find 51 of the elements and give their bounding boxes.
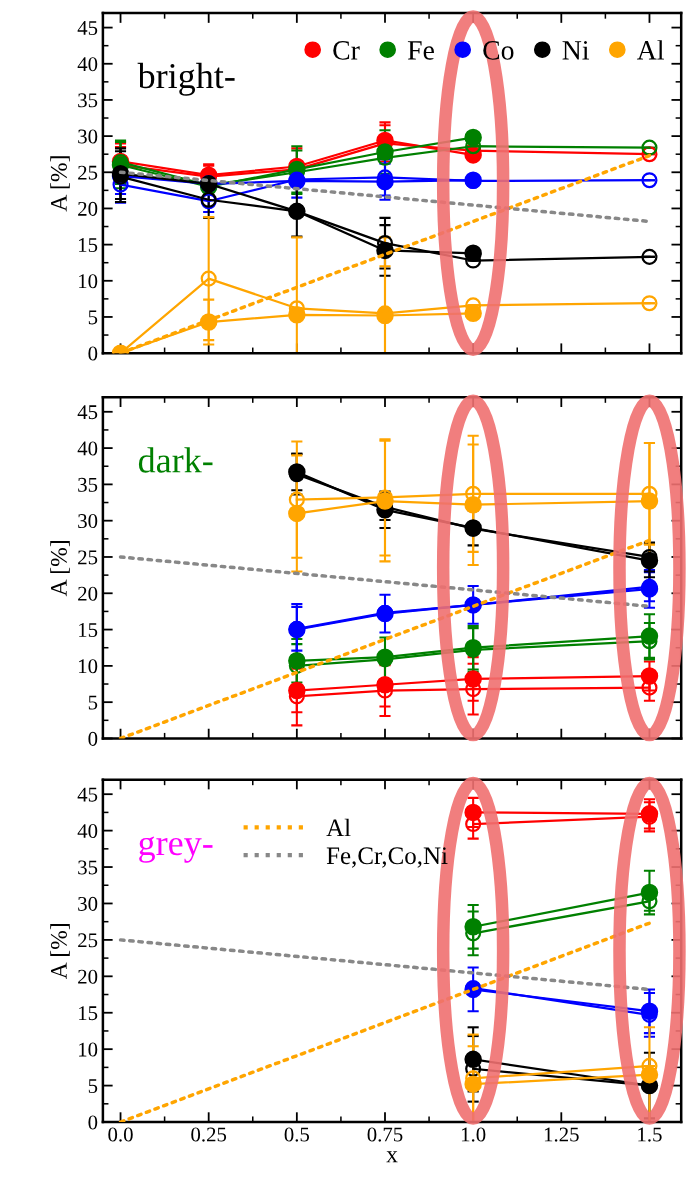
legend-label: Cr — [333, 41, 360, 60]
y-tick-label: 45 — [77, 21, 98, 36]
legend-label: Co — [483, 41, 514, 60]
x-axis-title: x — [386, 1151, 398, 1163]
y-tick-label: 25 — [78, 933, 98, 948]
annotation: bright- — [137, 62, 235, 96]
y-tick-label: 10 — [79, 1042, 98, 1057]
y-axis-title: A [%] — [50, 924, 70, 980]
legend-label: Fe,Cr,Co,Ni — [326, 847, 448, 868]
y-tick-label: 0 — [88, 346, 98, 361]
y-tick-label: 10 — [79, 274, 98, 289]
x-tick-label: 1.25 — [544, 1127, 579, 1142]
x-tick-label: 0.0 — [108, 1127, 133, 1142]
y-tick-label: 45 — [77, 787, 98, 802]
y-tick-label: 5 — [88, 695, 98, 710]
y-tick-label: 25 — [78, 550, 98, 565]
y-axis-title: A [%] — [50, 156, 70, 212]
x-tick-label: 0.75 — [367, 1127, 403, 1142]
y-tick-label: 40 — [77, 823, 98, 839]
y-tick-label: 45 — [77, 405, 98, 420]
y-tick-label: 30 — [78, 514, 98, 529]
y-tick-label: 35 — [78, 860, 98, 875]
y-tick-label: 15 — [79, 623, 98, 638]
y-tick-label: 40 — [77, 441, 98, 456]
legend-label: Fe — [407, 41, 434, 60]
y-tick-label: 35 — [78, 93, 98, 108]
y-tick-label: 0 — [88, 731, 98, 746]
annotation: grey- — [139, 836, 213, 863]
x-tick-label: 0.25 — [191, 1127, 227, 1142]
x-tick-label: 1.5 — [638, 1127, 662, 1142]
y-tick-label: 5 — [88, 310, 98, 325]
y-tick-label: 0 — [88, 1115, 98, 1130]
y-tick-label: 20 — [78, 201, 98, 216]
legend-label: Al — [326, 818, 351, 837]
x-tick-label: 0.5 — [284, 1127, 310, 1142]
annotation: dark- — [138, 447, 213, 473]
y-tick-label: 20 — [78, 969, 98, 984]
y-tick-label: 35 — [78, 477, 98, 492]
y-tick-label: 5 — [88, 1079, 98, 1094]
legend-label: Al — [637, 40, 664, 60]
y-tick-label: 25 — [78, 165, 98, 180]
y-tick-label: 30 — [78, 896, 98, 911]
x-tick-label: 1.0 — [461, 1127, 486, 1142]
y-tick-label: 40 — [77, 57, 98, 72]
legend-label: Ni — [562, 41, 589, 60]
y-tick-label: 15 — [79, 238, 98, 253]
y-tick-label: 30 — [78, 129, 98, 144]
y-tick-label: 10 — [79, 659, 98, 674]
y-axis-title: A [%] — [50, 541, 70, 597]
y-tick-label: 20 — [78, 586, 98, 601]
y-tick-label: 15 — [79, 1006, 98, 1021]
